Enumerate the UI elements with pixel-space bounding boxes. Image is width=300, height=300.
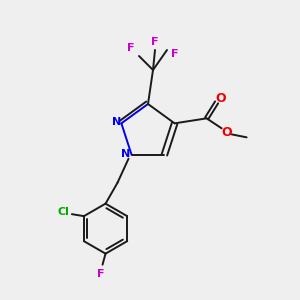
Text: O: O bbox=[221, 126, 232, 139]
Text: F: F bbox=[171, 49, 179, 59]
Text: F: F bbox=[151, 37, 159, 47]
Text: N: N bbox=[112, 117, 121, 127]
Text: Cl: Cl bbox=[58, 207, 70, 217]
Text: F: F bbox=[127, 43, 135, 53]
Text: F: F bbox=[97, 269, 104, 279]
Text: N: N bbox=[121, 149, 130, 159]
Text: O: O bbox=[215, 92, 226, 105]
